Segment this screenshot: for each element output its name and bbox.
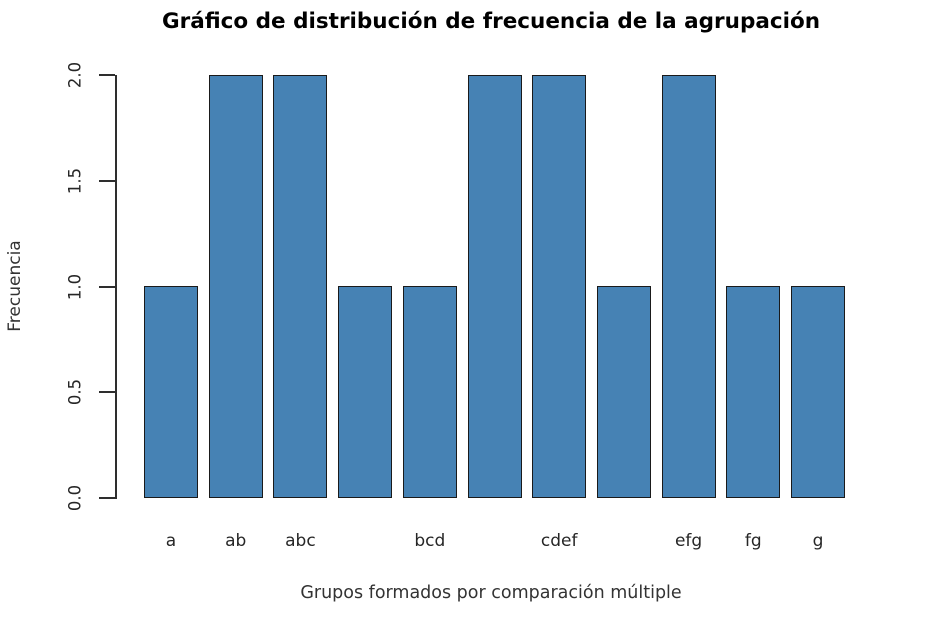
bar-unlabeled-5 (467, 75, 522, 498)
y-tick-label-2.0: 2.0 (65, 61, 85, 89)
y-tick-label-1.5: 1.5 (65, 167, 85, 194)
x-tick-label-ab: ab (225, 531, 247, 551)
bar-fg (726, 286, 781, 498)
x-tick-label-cdef: cdef (540, 531, 578, 551)
bar-efg (661, 75, 716, 498)
y-tick-mark-1.0 (99, 285, 115, 288)
x-tick-label-efg: efg (674, 531, 703, 551)
y-tick-mark-0.0 (99, 497, 115, 499)
bar-abc (273, 75, 328, 498)
bar-cdef (532, 75, 587, 498)
bar-ab (208, 75, 263, 498)
bar-a (144, 286, 198, 498)
bar-g (791, 286, 845, 498)
y-tick-label-0.5: 0.5 (65, 379, 85, 406)
y-tick-mark-2.0 (99, 74, 115, 76)
y-axis-label: Frecuencia (5, 240, 25, 332)
x-tick-label-fg: fg (744, 531, 762, 551)
y-tick-label-1.0: 1.0 (65, 273, 85, 300)
y-tick-label-0.0: 0.0 (65, 484, 85, 512)
y-tick-mark-1.5 (99, 179, 115, 182)
x-tick-label-abc: abc (285, 531, 316, 551)
bar-bcd (402, 286, 457, 498)
x-axis-label: Grupos formados por comparación múltiple (300, 583, 682, 603)
y-axis-line (115, 75, 117, 499)
x-tick-label-a: a (165, 531, 177, 551)
bar-unlabeled-3 (338, 286, 393, 498)
x-tick-label-bcd: bcd (414, 531, 446, 551)
plot-area: a ab abc bcd cdef efg fg g 0.0 0.5 1.0 1.5 2.0 (66, 62, 865, 551)
chart-title: Gráfico de distribución de frecuencia de… (161, 9, 821, 34)
bar-unlabeled-7 (596, 286, 651, 498)
y-tick-mark-0.5 (99, 391, 115, 394)
x-tick-label-g: g (812, 531, 824, 551)
